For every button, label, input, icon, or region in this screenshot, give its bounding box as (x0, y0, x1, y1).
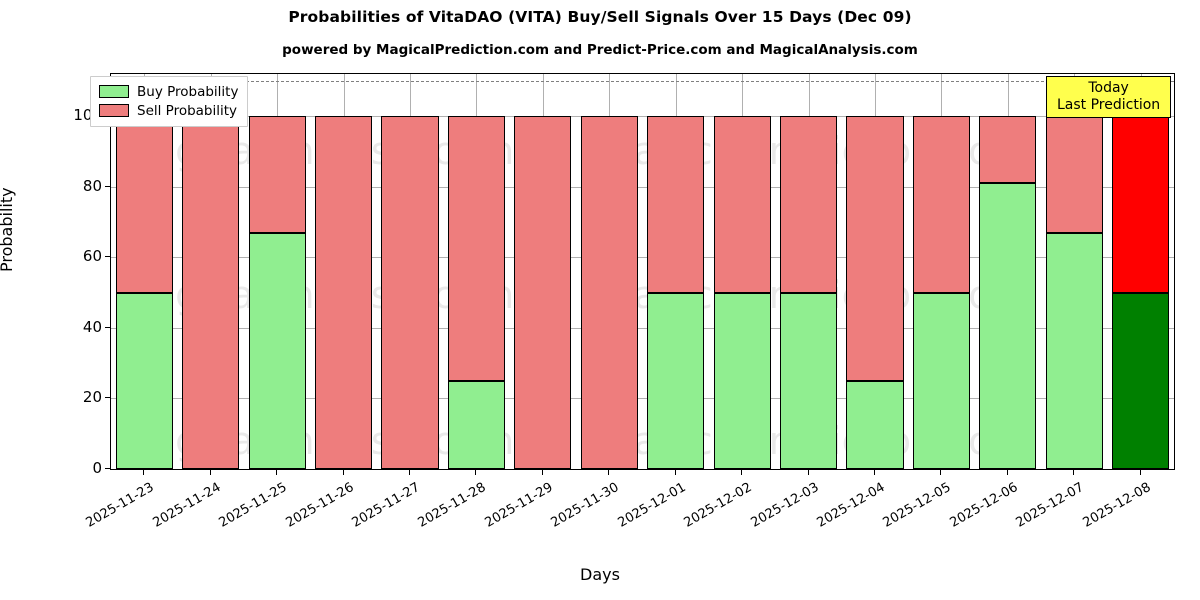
y-axis-tick-mark (105, 185, 110, 187)
bar-segment-sell[interactable] (912, 116, 971, 293)
gridline-horizontal (111, 327, 1174, 329)
y-axis-tick-label: 60 (82, 247, 102, 266)
bar-group[interactable] (248, 74, 306, 469)
bar-group[interactable] (979, 74, 1037, 469)
bar-segment-buy[interactable] (846, 380, 904, 469)
legend-item-sell: Sell Probability (99, 101, 238, 120)
bar-group[interactable] (912, 74, 971, 469)
y-axis-tick-mark (105, 468, 110, 469)
x-axis-tick-mark (541, 470, 543, 475)
bar-segment-buy[interactable] (647, 292, 705, 469)
bar-group[interactable] (514, 74, 572, 469)
x-axis-tick-mark (874, 470, 876, 475)
bar-group[interactable] (647, 74, 705, 469)
bar-segment-sell[interactable] (514, 116, 572, 469)
bar-segment-buy[interactable] (979, 183, 1037, 469)
bar-segment-buy[interactable] (912, 292, 971, 469)
gridline-horizontal (111, 469, 1174, 470)
bar-segment-sell[interactable] (314, 116, 373, 469)
bar-segment-sell[interactable] (381, 116, 439, 469)
legend-item-buy: Buy Probability (99, 82, 238, 101)
bar-group[interactable] (182, 74, 240, 469)
chart-subtitle: powered by MagicalPrediction.com and Pre… (282, 42, 918, 58)
y-axis-tick-label: 80 (82, 176, 102, 195)
x-axis-tick-mark (608, 470, 610, 475)
bar-group[interactable] (1112, 74, 1170, 469)
bar-segment-sell[interactable] (979, 116, 1037, 184)
legend-label-sell: Sell Probability (137, 102, 238, 119)
bar-segment-buy[interactable] (115, 292, 173, 469)
bar-segment-buy[interactable] (713, 292, 771, 469)
legend-swatch-sell-icon (99, 104, 129, 117)
x-axis-tick-mark (408, 470, 410, 475)
chart-title: Probabilities of VitaDAO (VITA) Buy/Sell… (288, 8, 912, 26)
y-axis-tick-label: 0 (92, 459, 102, 477)
x-axis-tick-mark (143, 470, 145, 475)
legend-swatch-buy-icon (99, 85, 129, 98)
y-axis-tick-label: 20 (82, 388, 102, 407)
x-axis-tick-mark (475, 470, 477, 475)
bar-group[interactable] (314, 74, 373, 469)
gridline-horizontal (111, 186, 1174, 188)
bar-segment-sell[interactable] (580, 116, 638, 469)
bar-segment-sell[interactable] (713, 116, 771, 293)
y-axis-tick-mark (105, 256, 110, 258)
bar-segment-buy[interactable] (1112, 292, 1170, 469)
x-axis-tick-mark (209, 470, 211, 475)
today-annotation-line2: Last Prediction (1057, 96, 1161, 113)
bar-segment-sell[interactable] (780, 116, 838, 293)
bar-group[interactable] (846, 74, 904, 469)
x-axis-tick-mark (342, 470, 344, 475)
x-axis-tick-mark (940, 470, 942, 475)
bar-segment-sell[interactable] (182, 116, 240, 469)
y-axis-tick-label: 40 (82, 317, 102, 336)
bar-group[interactable] (1045, 74, 1103, 469)
gridline-horizontal (111, 257, 1174, 259)
chart-legend: Buy Probability Sell Probability (90, 76, 249, 127)
bar-segment-sell[interactable] (115, 116, 173, 293)
bar-segment-sell[interactable] (846, 116, 904, 381)
today-annotation: Today Last Prediction (1046, 76, 1172, 119)
plot-area: MagicalAnalysis.comMagicalPrediction.com… (110, 73, 1175, 470)
x-axis-tick-mark (741, 470, 743, 475)
bar-segment-buy[interactable] (248, 232, 306, 469)
gridline-horizontal (111, 116, 1174, 118)
bar-segment-sell[interactable] (1045, 116, 1103, 233)
x-axis-tick-mark (1006, 470, 1008, 475)
bar-segment-buy[interactable] (780, 292, 838, 469)
bar-group[interactable] (115, 74, 173, 469)
bar-group[interactable] (780, 74, 838, 469)
bar-group[interactable] (713, 74, 771, 469)
x-axis-tick-mark (1139, 470, 1141, 475)
bar-segment-sell[interactable] (1112, 116, 1170, 293)
bar-group[interactable] (580, 74, 638, 469)
y-axis-label: Probability (0, 187, 16, 272)
legend-label-buy: Buy Probability (137, 83, 239, 100)
bar-segment-sell[interactable] (447, 116, 505, 381)
y-axis-tick-mark (105, 326, 110, 328)
today-annotation-line1: Today (1088, 80, 1129, 96)
bar-group[interactable] (447, 74, 505, 469)
x-axis-tick-mark (1073, 470, 1075, 475)
bar-segment-buy[interactable] (447, 380, 505, 469)
gridline-horizontal (111, 398, 1174, 400)
bar-segment-sell[interactable] (248, 116, 306, 233)
threshold-line (111, 81, 1174, 83)
x-axis-tick-mark (276, 470, 278, 475)
x-axis-label: Days (580, 565, 620, 584)
x-axis-tick-mark (674, 470, 676, 475)
y-axis-tick-mark (105, 397, 110, 399)
bar-segment-buy[interactable] (1045, 232, 1103, 469)
x-axis-tick-mark (807, 470, 809, 475)
bar-segment-sell[interactable] (647, 116, 705, 293)
bar-group[interactable] (381, 74, 439, 469)
